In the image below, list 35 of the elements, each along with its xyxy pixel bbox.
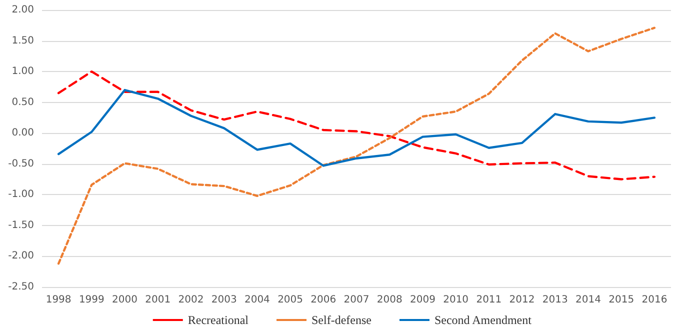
x-tick-label: 2013 — [542, 294, 568, 306]
y-tick-label: -0.50 — [8, 158, 34, 170]
y-tick-label: -1.00 — [8, 189, 34, 200]
legend-label: Second Amendment — [434, 313, 532, 327]
y-tick-label: 0.50 — [12, 96, 34, 108]
x-tick-label: 2001 — [145, 294, 171, 306]
y-tick-label: -2.50 — [8, 282, 34, 292]
y-tick-label: -2.00 — [8, 250, 34, 262]
legend-label: Self-defense — [312, 313, 372, 327]
x-tick-label: 2002 — [178, 294, 204, 306]
x-tick-label: 2003 — [211, 294, 237, 306]
x-tick-label: 2000 — [112, 294, 138, 306]
x-tick-label: 2012 — [509, 294, 535, 306]
x-tick-label: 2006 — [310, 294, 336, 306]
x-tick-label: 2004 — [244, 294, 270, 306]
x-tick-label: 2016 — [642, 294, 668, 306]
x-tick-label: 1998 — [46, 294, 72, 306]
y-tick-label: 1.00 — [12, 66, 34, 78]
line-series — [57, 26, 656, 265]
y-tick-label: 1.50 — [12, 35, 34, 46]
line-series — [57, 88, 656, 167]
x-tick-label: 2014 — [576, 294, 601, 306]
x-tick-label: 2010 — [443, 294, 469, 306]
y-tick-label: 2.00 — [12, 4, 34, 16]
x-tick-label: 2009 — [410, 294, 436, 306]
x-tick-label: 1999 — [78, 294, 104, 306]
x-tick-label: 2007 — [344, 294, 370, 306]
x-tick-label: 2005 — [278, 294, 304, 306]
x-tick-label: 2015 — [608, 294, 634, 306]
y-tick-label: 0.00 — [12, 128, 34, 139]
x-tick-label: 2011 — [476, 294, 502, 306]
y-tick-label: -1.50 — [8, 220, 34, 231]
legend-label: Recreational — [188, 313, 250, 327]
line-series — [57, 70, 656, 180]
x-tick-label: 2008 — [376, 294, 402, 306]
